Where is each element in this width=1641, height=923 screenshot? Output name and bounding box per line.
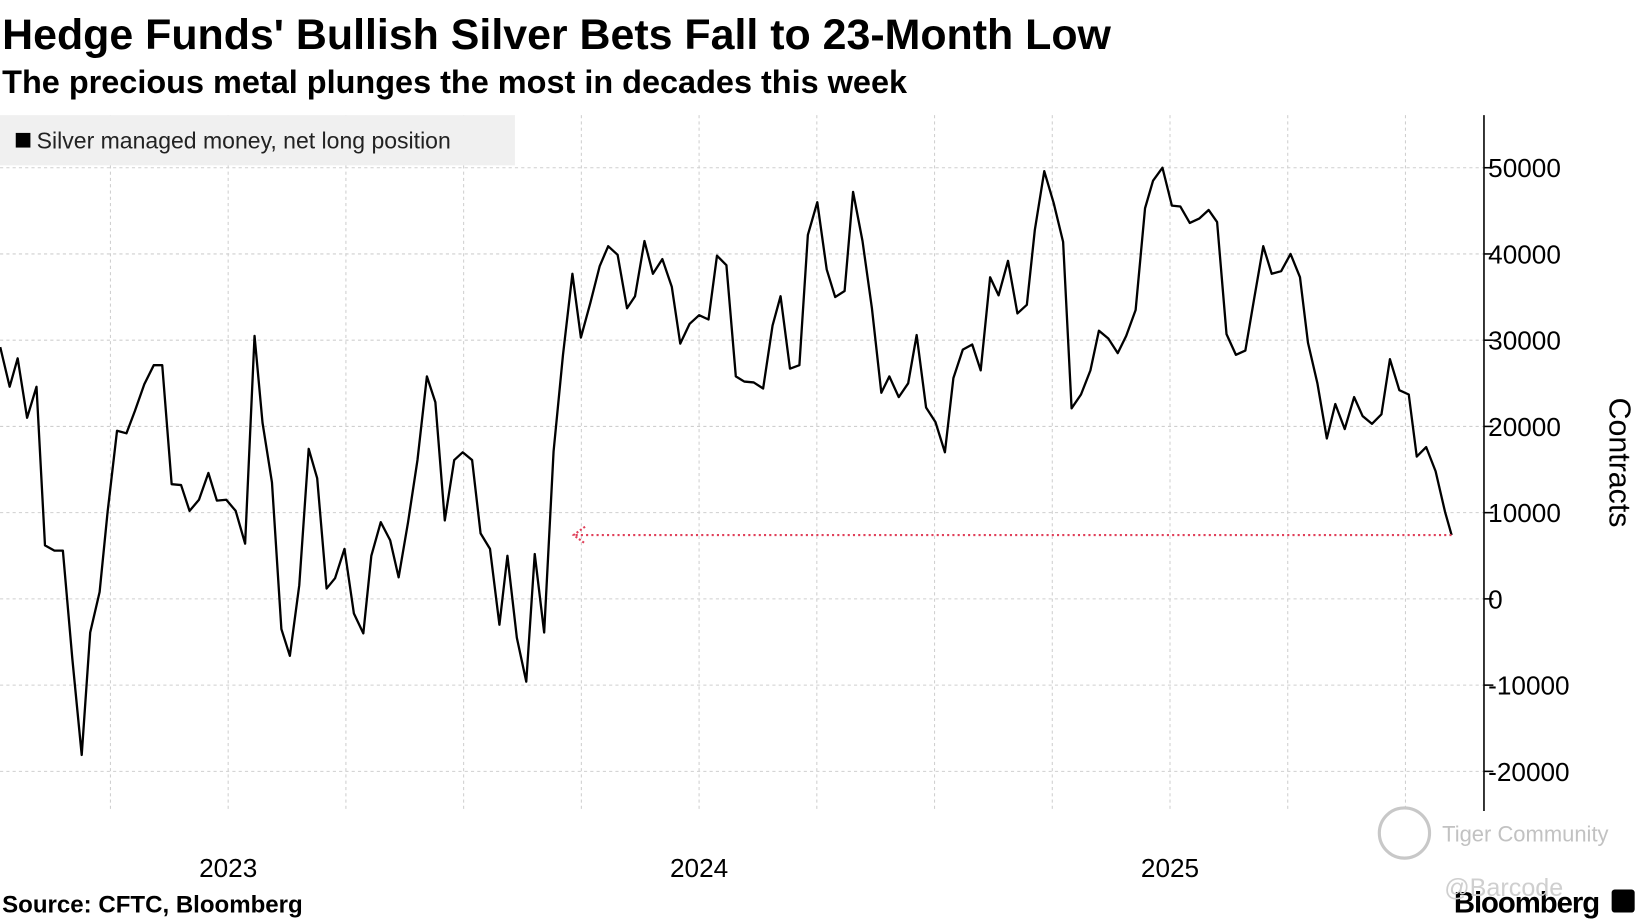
y-tick-label: -20000 [1488,757,1569,787]
y-tick-label: 10000 [1488,498,1561,528]
annotation-arrowhead [571,525,586,545]
x-tick-label: 2023 [199,853,257,883]
legend-swatch [15,132,31,148]
brand-icon [1611,889,1635,913]
legend-box [0,115,515,166]
y-tick-label: 40000 [1488,239,1561,269]
watermark: Tiger Community [1442,821,1608,846]
brand: Bloomberg [1454,887,1599,920]
y-tick-label: 0 [1488,584,1503,614]
legend-label: Silver managed money, net long position [37,128,451,154]
x-tick-label: 2025 [1141,853,1199,883]
y-tick-label: 50000 [1488,153,1561,183]
watermark-logo [1377,806,1432,860]
plot-area: -20000 -10000 0 10000 20000 30000 40000 50000 Co… [0,115,1636,883]
series-line [0,166,1453,757]
chart-subtitle: The precious metal plunges the most in d… [2,64,908,100]
y-tick-label: -10000 [1488,671,1569,701]
x-tick-label: 2024 [670,853,728,883]
y-tick-label: 20000 [1488,412,1561,442]
chart-title: Hedge Funds' Bullish Silver Bets Fall to… [2,11,1111,59]
y-axis-label: Contracts [1603,398,1636,528]
y-tick-label: 30000 [1488,326,1561,356]
watermark-handle: @Barcode [1444,874,1563,902]
source-note: Source: CFTC, Bloomberg [2,892,303,919]
